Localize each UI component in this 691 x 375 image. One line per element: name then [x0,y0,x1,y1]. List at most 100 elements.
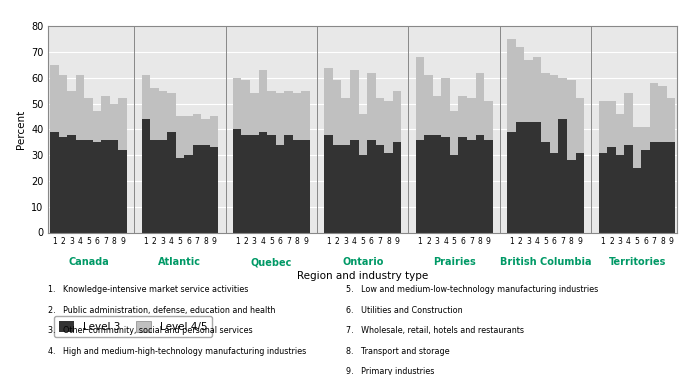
Bar [118,99,127,150]
Bar [341,99,350,145]
Bar [424,75,433,135]
Bar [384,101,392,153]
Text: 5.   Low and medium-low-technology manufacturing industries: 5. Low and medium-low-technology manufac… [346,285,598,294]
Bar [233,78,241,129]
Bar [84,140,93,232]
Bar [641,150,650,232]
Bar [267,91,276,135]
Bar [176,158,184,232]
Bar [650,83,659,142]
Bar [659,142,667,232]
Bar [467,99,475,140]
Bar [367,140,376,232]
Bar [84,99,93,140]
Bar [442,137,450,232]
Bar [93,142,102,232]
Bar [102,96,110,140]
Text: 2.   Public administration, defense, education and health: 2. Public administration, defense, educa… [48,306,276,315]
Text: Ontario: Ontario [342,257,384,267]
Bar [167,132,176,232]
Legend: Level 3, Level 4/5: Level 3, Level 4/5 [54,316,212,338]
Bar [392,142,401,232]
Text: 1.   Knowledge-intensive market service activities: 1. Knowledge-intensive market service ac… [48,285,249,294]
Bar [507,132,515,232]
Bar [633,127,641,168]
Text: Prairies: Prairies [433,257,475,267]
Text: Territories: Territories [608,257,665,267]
Bar [475,135,484,232]
Bar [301,91,310,140]
Bar [450,155,458,232]
Bar [533,57,541,122]
Bar [598,101,607,153]
Bar [333,145,341,232]
Bar [193,145,201,232]
Bar [507,39,515,132]
Bar [458,137,467,232]
Bar [450,111,458,155]
Bar [359,155,367,232]
Bar [541,142,550,232]
Text: British Columbia: British Columbia [500,257,591,267]
Bar [416,57,424,140]
Bar [258,132,267,232]
Bar [50,65,59,132]
Bar [76,140,84,232]
Bar [76,75,84,140]
Bar [167,93,176,132]
Text: Canada: Canada [68,257,109,267]
Bar [667,142,676,232]
Bar [150,88,158,140]
Text: 3.   Other community, social and personal services: 3. Other community, social and personal … [48,326,253,335]
Bar [210,147,218,232]
Bar [641,127,650,150]
Bar [376,145,384,232]
Bar [150,140,158,232]
Bar [607,147,616,232]
Bar [184,117,193,155]
Bar [50,132,59,232]
Text: Quebec: Quebec [251,257,292,267]
Text: 8.   Transport and storage: 8. Transport and storage [346,347,449,356]
Bar [267,135,276,232]
Bar [67,135,76,232]
Bar [484,140,493,232]
Bar [524,60,533,122]
Bar [241,80,250,135]
Bar [93,111,102,142]
Bar [550,153,558,232]
Bar [193,114,201,145]
Bar [102,140,110,232]
Bar [258,70,267,132]
Bar [515,122,524,232]
Bar [558,119,567,232]
Bar [376,99,384,145]
Bar [667,99,676,142]
Bar [284,135,293,232]
Bar [324,68,333,135]
Bar [484,101,493,140]
Bar [624,93,633,145]
Bar [158,91,167,140]
Text: Atlantic: Atlantic [158,257,201,267]
Text: 7.   Wholesale, retail, hotels and restaurants: 7. Wholesale, retail, hotels and restaur… [346,326,524,335]
Bar [201,119,210,145]
Text: 9.   Primary industries: 9. Primary industries [346,368,434,375]
Bar [210,117,218,147]
Bar [233,129,241,232]
Bar [650,142,659,232]
Bar [367,73,376,140]
Bar [350,140,359,232]
Bar [250,135,258,232]
Bar [59,137,67,232]
Bar [118,150,127,232]
Bar [276,93,284,145]
Bar [350,70,359,140]
Bar [458,96,467,137]
Bar [567,80,576,160]
Bar [433,96,442,135]
Bar [576,153,584,232]
Bar [110,104,118,140]
Bar [550,75,558,153]
Bar [110,140,118,232]
